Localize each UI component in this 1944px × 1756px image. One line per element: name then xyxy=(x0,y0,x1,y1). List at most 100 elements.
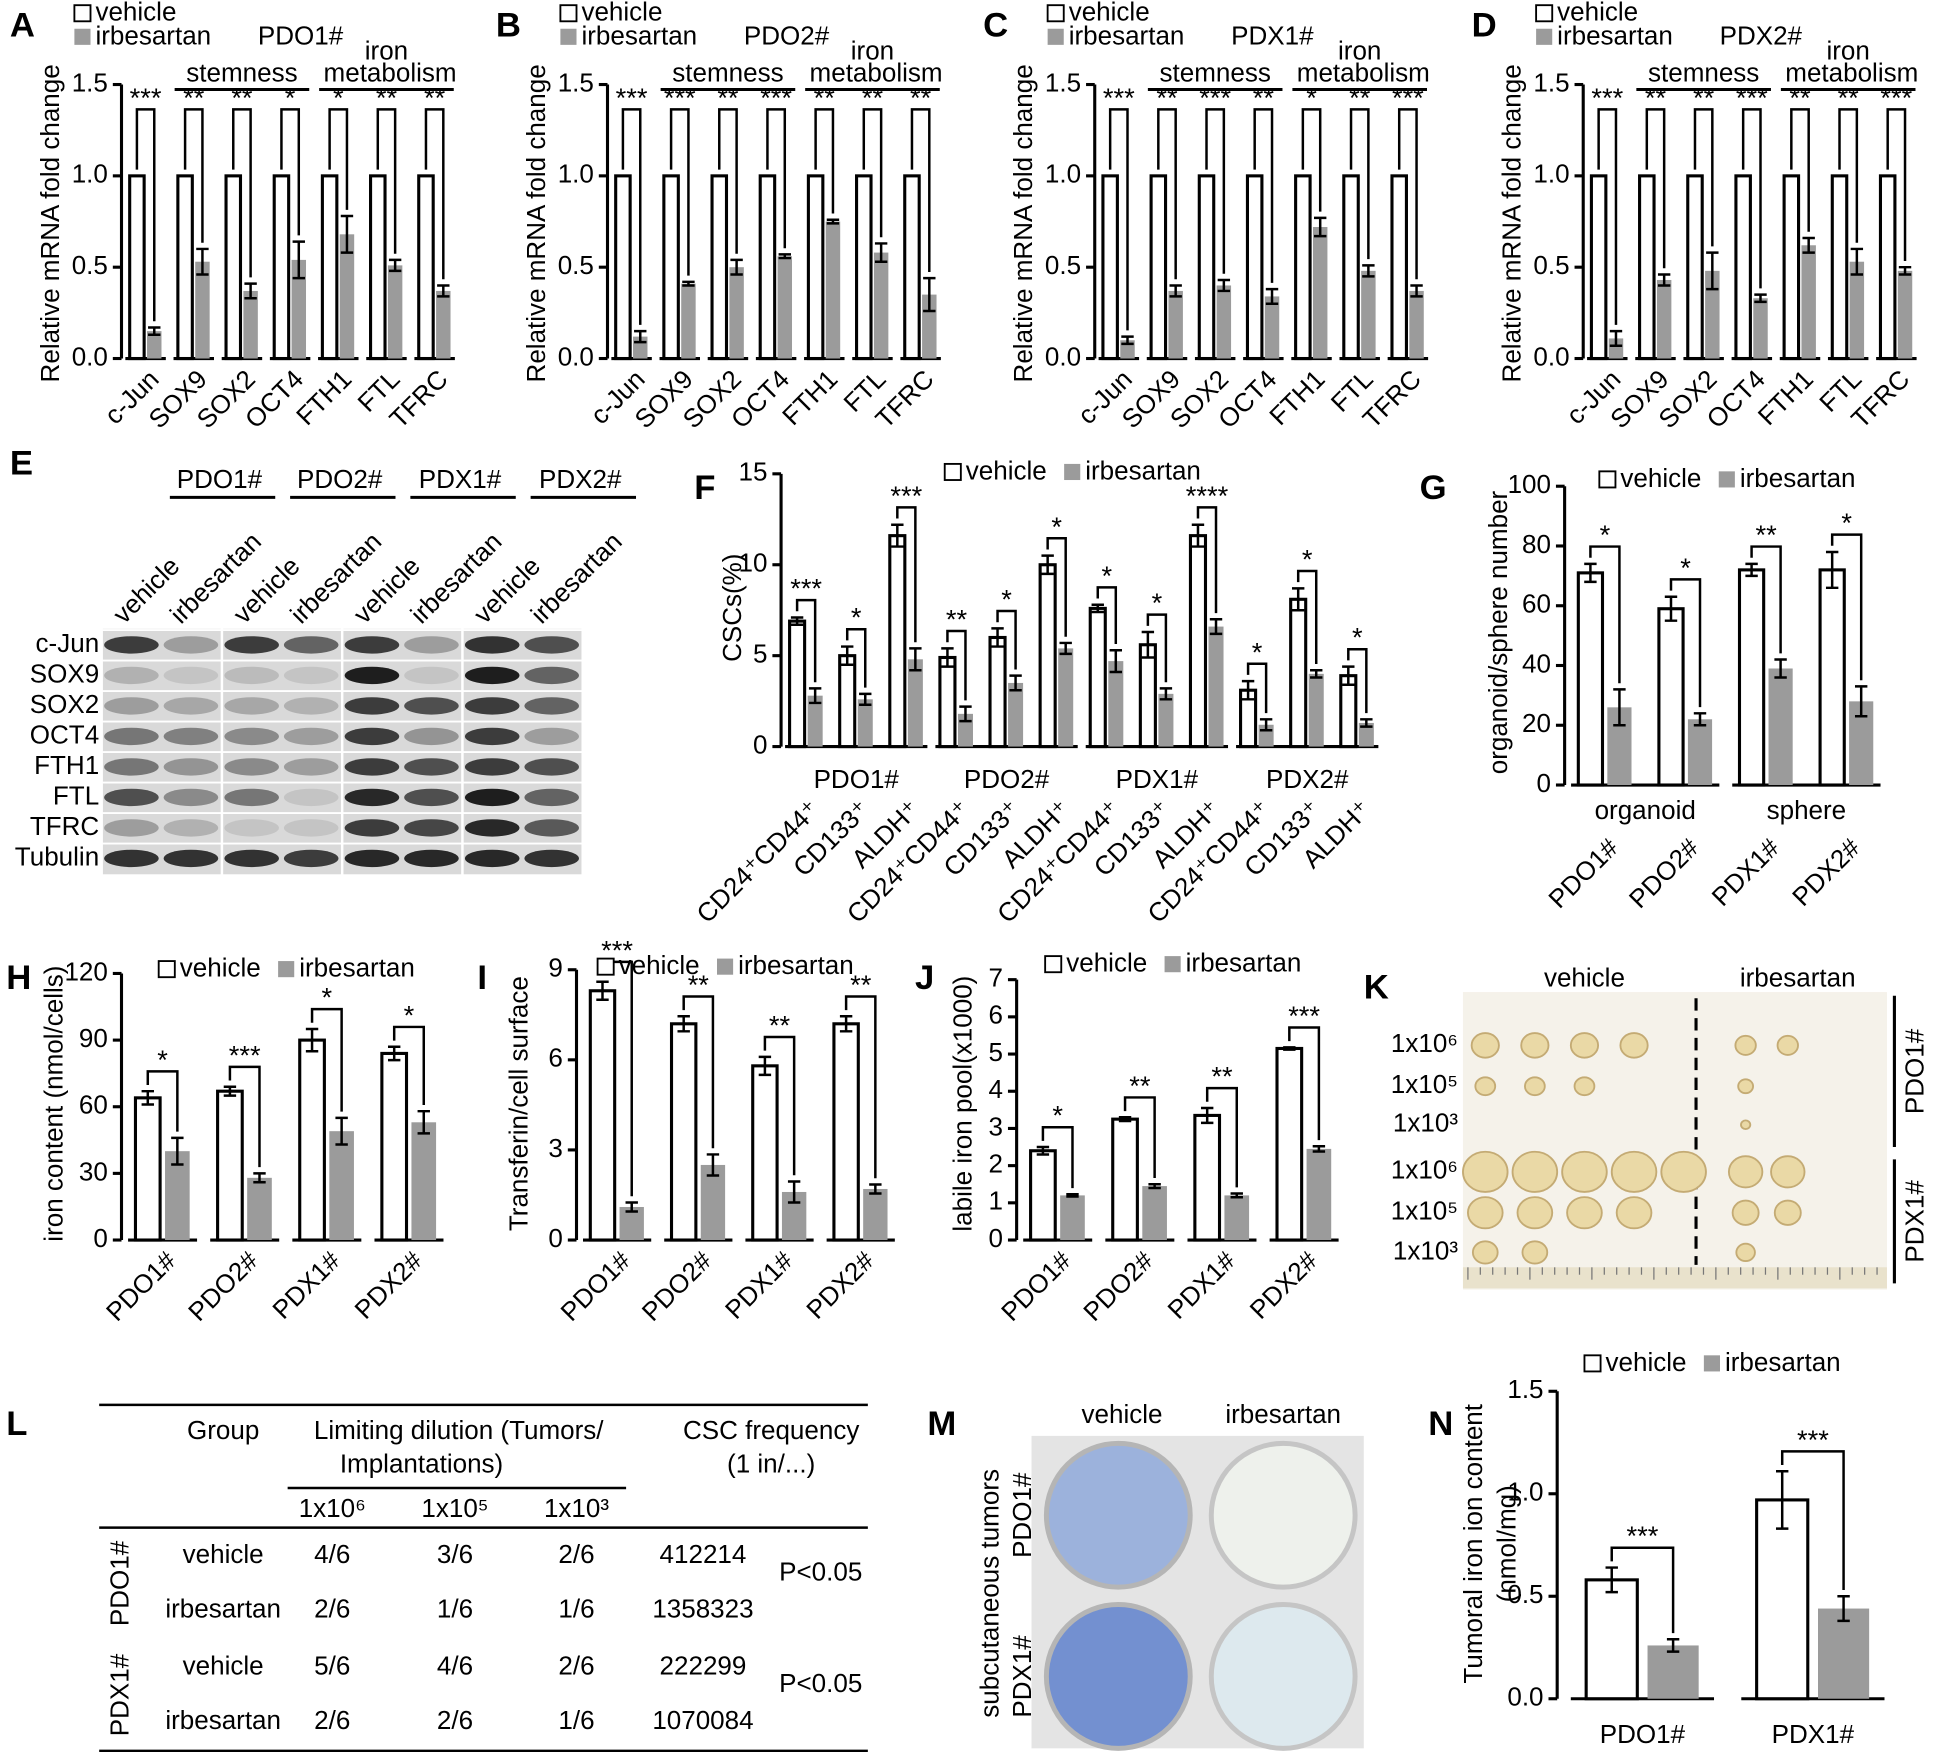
x-tick-label: PDX2# xyxy=(1786,832,1866,912)
dose-label: 1x10⁵ xyxy=(1391,1196,1458,1226)
error-bar xyxy=(758,1055,772,1077)
error-bar xyxy=(634,329,647,344)
x-tick-label: PDO1# xyxy=(1600,1719,1686,1749)
blot-group-label: PDO2# xyxy=(297,464,383,494)
y-tick-label: 0 xyxy=(1537,768,1551,798)
blot-band xyxy=(404,849,459,868)
error-bar xyxy=(1410,284,1423,298)
bar xyxy=(216,1089,244,1242)
error-bar xyxy=(682,280,695,287)
error-bar xyxy=(1605,1566,1618,1594)
bar xyxy=(777,256,793,359)
bar xyxy=(387,265,403,359)
y-tick-label: 2 xyxy=(989,1149,1003,1179)
group-label: iron metabolism xyxy=(316,35,456,87)
significance-label: ** xyxy=(946,604,968,635)
bar xyxy=(1737,568,1766,787)
y-axis-label: Transferin/cell surface xyxy=(504,976,534,1231)
error-bar xyxy=(1666,1638,1680,1653)
significance-label: ** xyxy=(1129,1070,1151,1101)
tumor xyxy=(1734,1034,1757,1056)
significance-bracket xyxy=(845,627,867,688)
panel-label: M xyxy=(927,1405,956,1443)
bar xyxy=(380,1051,409,1242)
blot-band xyxy=(464,727,520,746)
tumor xyxy=(1470,1032,1500,1059)
error-bar xyxy=(1066,1193,1079,1198)
significance-label: ** xyxy=(862,82,884,113)
subtitle: PDX2# xyxy=(1720,20,1803,50)
y-tick-label: 15 xyxy=(738,457,767,487)
bar xyxy=(1101,174,1119,361)
bar xyxy=(1390,174,1408,361)
y-axis-label: Relative mRNA fold change xyxy=(1497,64,1527,382)
error-bar xyxy=(1059,641,1072,656)
error-bar xyxy=(869,1183,882,1195)
legend-swatch xyxy=(157,960,176,979)
blot-band xyxy=(163,636,219,654)
bar xyxy=(857,699,873,747)
significance-bracket xyxy=(1347,647,1368,714)
group-label: PDX2# xyxy=(1266,764,1349,794)
panel-label: G xyxy=(1420,469,1447,507)
significance-label: ** xyxy=(717,82,739,113)
blot-row-label: FTL xyxy=(53,780,99,810)
bar xyxy=(855,174,873,361)
error-bar xyxy=(1041,554,1054,576)
bar xyxy=(1168,290,1183,359)
panel-label: F xyxy=(694,469,715,507)
y-tick-label: 0.0 xyxy=(558,341,594,371)
error-bar xyxy=(874,242,888,263)
tumor xyxy=(1619,1032,1649,1059)
significance-label: * xyxy=(404,999,415,1030)
bar xyxy=(832,1022,860,1242)
bar xyxy=(1138,643,1157,749)
bar xyxy=(1008,682,1024,747)
y-tick-label: 0.0 xyxy=(1045,341,1081,371)
dose-label: 1x10³ xyxy=(1393,1108,1458,1138)
x-tick-label: PDO2# xyxy=(1623,832,1705,914)
significance-label: * xyxy=(333,82,344,113)
blot-band xyxy=(163,788,219,807)
bar xyxy=(320,174,339,361)
bar xyxy=(1686,174,1704,361)
bar xyxy=(369,174,387,361)
bar xyxy=(1705,270,1720,359)
bar xyxy=(1878,174,1897,361)
table-cell: 2/6 xyxy=(437,1705,473,1735)
bar xyxy=(1608,338,1624,359)
blot-band xyxy=(464,849,520,868)
blot-band xyxy=(464,666,520,685)
legend-swatch xyxy=(73,4,92,23)
blot-band xyxy=(104,758,159,776)
y-axis-label: Tumoral iron ion content xyxy=(1458,1403,1488,1683)
blot-row-label: SOX9 xyxy=(30,658,99,688)
x-tick-label: PDO2# xyxy=(1077,1245,1159,1327)
error-bar xyxy=(387,1045,401,1062)
blot-band xyxy=(344,697,400,715)
bar xyxy=(1361,270,1376,359)
bar xyxy=(1275,1046,1304,1242)
y-tick-label: 60 xyxy=(1522,589,1551,619)
table-header: Group xyxy=(187,1415,259,1445)
bar xyxy=(195,261,210,359)
significance-label: *** xyxy=(1736,82,1768,113)
ruler xyxy=(1462,1267,1887,1289)
bar xyxy=(588,989,617,1242)
blot-band xyxy=(404,727,459,746)
blot-band xyxy=(224,636,279,654)
blot-group-label: PDX1# xyxy=(419,464,502,494)
group-label: stemness xyxy=(1160,57,1271,87)
table-cell: vehicle xyxy=(183,1539,264,1569)
legend-label: vehicle xyxy=(1606,1347,1687,1377)
error-bar xyxy=(1310,668,1323,679)
bar xyxy=(1245,174,1264,361)
x-tick-label: PDX2# xyxy=(800,1245,880,1325)
y-tick-label: 1.0 xyxy=(558,159,594,189)
y-axis-label: organoid/sphere number xyxy=(1483,490,1513,774)
y-tick-label: 3 xyxy=(548,1133,562,1163)
blot-band xyxy=(344,666,400,685)
bar xyxy=(1768,668,1793,786)
bar xyxy=(1158,693,1174,747)
table-cell: 1/6 xyxy=(558,1594,594,1624)
